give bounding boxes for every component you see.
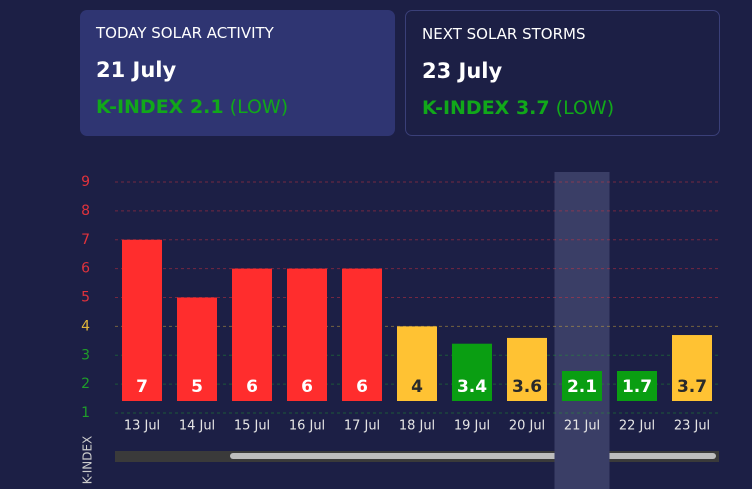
card-index: K-INDEX 2.1 [96, 96, 224, 118]
y-tick-label: 8 [81, 203, 90, 219]
card-date: 21 July [96, 58, 177, 82]
y-tick-label: 4 [81, 318, 90, 334]
x-tick-label: 22 Jul [619, 419, 655, 434]
x-tick-label: 20 Jul [509, 419, 545, 434]
bar-value-label: 1.7 [622, 377, 652, 397]
x-tick-label: 13 Jul [124, 419, 160, 434]
card-index-row: K-INDEX 2.1 (LOW) [96, 96, 379, 118]
y-tick-label: 3 [81, 347, 90, 363]
bar [122, 239, 162, 401]
bar-value-label: 7 [136, 377, 148, 397]
bar [562, 371, 602, 401]
card-heading: TODAY SOLAR ACTIVITY [96, 24, 274, 42]
bar [232, 268, 272, 401]
card-heading: NEXT SOLAR STORMS [422, 25, 586, 43]
bar [617, 371, 657, 401]
x-tick-label: 17 Jul [344, 419, 380, 434]
x-tick-label: 14 Jul [179, 419, 215, 434]
bar-value-label: 6 [246, 377, 258, 397]
scrollbar-thumb[interactable] [230, 453, 716, 459]
x-tick-label: 23 Jul [674, 419, 710, 434]
card-index-row: K-INDEX 3.7 (LOW) [422, 97, 703, 119]
bar [287, 268, 327, 401]
bar [452, 343, 492, 401]
highlight-band [554, 172, 610, 489]
bar-value-label: 6 [356, 377, 368, 397]
y-tick-label: 6 [81, 261, 90, 277]
bar-value-label: 3.7 [677, 377, 707, 397]
bar-value-label: 4 [411, 377, 423, 397]
y-axis-label: K-INDEX [81, 436, 95, 485]
y-tick-label: 2 [81, 376, 90, 392]
x-tick-label: 19 Jul [454, 419, 490, 434]
bar [177, 297, 217, 401]
bar [342, 268, 382, 401]
bar-value-label: 3.4 [457, 377, 487, 397]
y-tick-label: 5 [81, 290, 90, 306]
bar-value-label: 3.6 [512, 377, 542, 397]
x-tick-label: 18 Jul [399, 419, 435, 434]
today-card: TODAY SOLAR ACTIVITY 21 July K-INDEX 2.1… [80, 10, 395, 136]
bar [672, 335, 712, 401]
card-index: K-INDEX 3.7 [422, 97, 550, 119]
card-level: (LOW) [229, 96, 289, 118]
bar [397, 326, 437, 401]
bar-value-label: 6 [301, 377, 313, 397]
next-card: NEXT SOLAR STORMS 23 July K-INDEX 3.7 (L… [405, 10, 720, 136]
bar [507, 337, 547, 401]
x-tick-label: 21 Jul [564, 419, 600, 434]
y-tick-label: 1 [81, 405, 90, 421]
x-tick-label: 16 Jul [289, 419, 325, 434]
y-tick-label: 7 [81, 232, 90, 248]
bar-value-label: 5 [191, 377, 203, 397]
x-tick-label: 15 Jul [234, 419, 270, 434]
card-level: (LOW) [555, 97, 615, 119]
bar-value-label: 2.1 [567, 377, 597, 397]
y-tick-label: 9 [81, 174, 90, 190]
card-date: 23 July [422, 59, 503, 83]
